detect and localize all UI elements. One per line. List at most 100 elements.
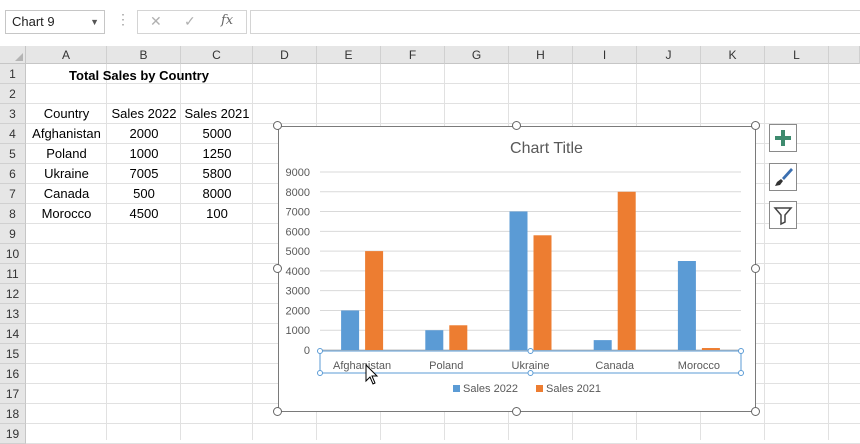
legend-label: Sales 2022 [463,383,518,395]
column-header-h[interactable]: H [509,46,573,64]
table-cell[interactable]: 4500 [129,206,159,221]
table-header-cell[interactable]: Country [43,106,90,121]
column-gridline [106,64,107,440]
row-gridline [26,123,860,124]
column-header-i[interactable]: I [573,46,637,64]
column-header-d[interactable]: D [253,46,317,64]
chart-resize-handle[interactable] [273,264,282,273]
enter-icon[interactable]: ✓ [184,13,196,29]
table-cell[interactable]: 1000 [129,146,159,161]
column-gridline [180,64,181,440]
x-tick-label: Poland [429,360,463,372]
table-cell[interactable]: Afghanistan [32,126,101,141]
table-header-cell[interactable]: Sales 2021 [184,106,250,121]
bar-sales-2021 [701,348,720,350]
bar-sales-2021 [533,235,552,350]
table-header-cell[interactable]: Sales 2022 [111,106,177,121]
row-header-10[interactable]: 10 [0,244,26,264]
table-cell[interactable]: Ukraine [44,166,89,181]
table-cell[interactable]: 500 [133,186,155,201]
chart-styles-button[interactable] [769,163,797,191]
row-header-9[interactable]: 9 [0,224,26,244]
row-header-3[interactable]: 3 [0,104,26,124]
table-cell[interactable]: 7005 [129,166,159,181]
column-header-c[interactable]: C [181,46,253,64]
row-header-16[interactable]: 16 [0,364,26,384]
bar-sales-2021 [617,191,636,350]
table-cell[interactable]: 5000 [202,126,232,141]
row-header-15[interactable]: 15 [0,344,26,364]
chart-resize-handle[interactable] [751,264,760,273]
chart[interactable]: Chart Title 0 1000 2000 3000 4000 5000 6000 7000… [278,126,756,412]
chart-resize-handle[interactable] [273,121,282,130]
formula-input[interactable] [250,10,860,34]
row-header-18[interactable]: 18 [0,404,26,424]
row-header-12[interactable]: 12 [0,284,26,304]
table-cell[interactable]: Morocco [41,206,92,221]
row-header-8[interactable]: 8 [0,204,26,224]
chart-resize-handle[interactable] [751,407,760,416]
y-tick-label: 4000 [286,266,310,278]
select-all-corner[interactable] [0,46,26,64]
x-tick-label: Canada [595,360,634,372]
column-header-a[interactable]: A [26,46,107,64]
axis-selection-handle [317,348,323,354]
row-gridline [26,103,860,104]
mouse-cursor-icon [365,364,379,385]
row-header-6[interactable]: 6 [0,164,26,184]
table-cell[interactable]: Poland [46,146,87,161]
column-header-g[interactable]: G [445,46,509,64]
y-tick-label: 5000 [286,246,310,258]
row-header-14[interactable]: 14 [0,324,26,344]
table-cell[interactable]: 2000 [129,126,159,141]
sheet-title[interactable]: Total Sales by Country [69,68,209,83]
axis-selection-handle [317,370,323,376]
row-header-17[interactable]: 17 [0,384,26,404]
column-header-l[interactable]: L [765,46,829,64]
column-header-k[interactable]: K [701,46,765,64]
row-header-7[interactable]: 7 [0,184,26,204]
row-header-19[interactable]: 19 [0,424,26,444]
y-tick-label: 9000 [286,167,310,179]
x-tick-label: Afghanistan [333,360,391,372]
axis-selection-handle [527,370,534,376]
name-box[interactable]: Chart 9 ▼ [5,10,105,34]
cancel-icon[interactable]: ✕ [150,13,162,29]
more-options-icon[interactable]: ⋮ [116,11,130,27]
chart-elements-button[interactable] [769,124,797,152]
column-header-f[interactable]: F [381,46,445,64]
table-cell[interactable]: 8000 [202,186,232,201]
bar-sales-2021 [365,251,384,350]
chart-resize-handle[interactable] [751,121,760,130]
column-header-partial[interactable] [829,46,860,64]
row-header-1[interactable]: 1 [0,64,26,84]
plus-icon [775,130,791,146]
legend-swatch [453,385,460,392]
chevron-down-icon[interactable]: ▼ [90,17,99,27]
insert-function-icon[interactable]: fx [221,13,234,28]
row-header-11[interactable]: 11 [0,264,26,284]
chart-resize-handle[interactable] [512,121,521,130]
row-header-5[interactable]: 5 [0,144,26,164]
chart-resize-handle[interactable] [512,407,521,416]
row-header-4[interactable]: 4 [0,124,26,144]
bar-sales-2022 [425,330,444,350]
table-cell[interactable]: 5800 [202,166,232,181]
row-header-2[interactable]: 2 [0,84,26,104]
column-gridline [252,64,253,440]
row-header-13[interactable]: 13 [0,304,26,324]
table-cell[interactable]: 1250 [202,146,232,161]
chart-filters-button[interactable] [769,201,797,229]
row-gridline [26,423,860,424]
column-gridline [828,64,829,440]
chart-resize-handle[interactable] [273,407,282,416]
table-cell[interactable]: Canada [43,186,90,201]
column-header-j[interactable]: J [637,46,701,64]
bar-sales-2021 [449,325,468,350]
column-header-b[interactable]: B [107,46,181,64]
y-tick-label: 3000 [286,286,310,298]
table-cell[interactable]: 100 [206,206,228,221]
column-header-e[interactable]: E [317,46,381,64]
row-gridline [26,83,860,84]
y-tick-label: 2000 [286,305,310,317]
